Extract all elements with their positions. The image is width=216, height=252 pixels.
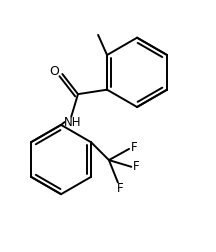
Text: NH: NH <box>64 116 81 129</box>
Text: F: F <box>117 181 123 195</box>
Text: O: O <box>50 65 59 78</box>
Text: F: F <box>133 160 140 173</box>
Text: F: F <box>131 141 137 154</box>
